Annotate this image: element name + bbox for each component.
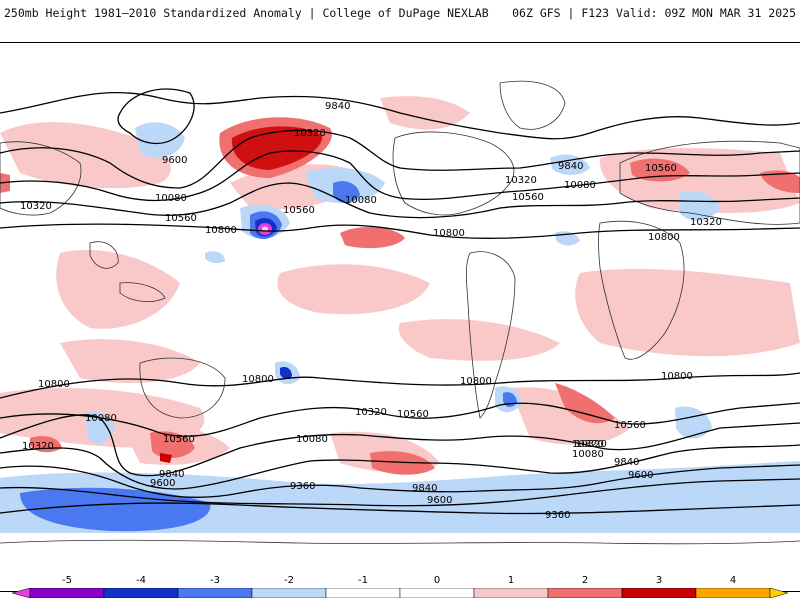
contour-label: 9360 <box>545 510 570 521</box>
contour-label: 10560 <box>283 205 315 216</box>
contour-label: 10800 <box>38 379 70 390</box>
contour-label: 9840 <box>159 469 184 480</box>
colorbar-tick-label: 4 <box>729 575 737 586</box>
colorbar-tick-label: 2 <box>581 575 589 586</box>
contour-label: 10080 <box>564 180 596 191</box>
contour-label: 10320 <box>20 201 52 212</box>
contour-label: 10560 <box>165 213 197 224</box>
contour-label: 10320 <box>505 175 537 186</box>
colorbar-swatch <box>251 588 327 598</box>
contour-label: 9840 <box>325 101 350 112</box>
colorbar-swatch <box>621 588 697 598</box>
colorbar-tick-label: -3 <box>210 575 220 586</box>
contour-label: 10800 <box>661 371 693 382</box>
colorbar-swatch <box>473 588 549 598</box>
colorbar-swatch <box>399 588 475 598</box>
strong-negative-anomaly <box>250 181 517 407</box>
contour-label: 10320 <box>355 407 387 418</box>
contour-label: 10080 <box>345 195 377 206</box>
height-contours <box>0 88 800 515</box>
anomaly-map: 9840 10320 9600 10080 10320 10560 10560 … <box>0 43 800 591</box>
contour-label: 10800 <box>648 232 680 243</box>
colorbar-swatch <box>29 588 105 598</box>
contour-label: 10800 <box>242 374 274 385</box>
contour-label: 10320 <box>572 439 604 450</box>
colorbar-tick-label: -5 <box>62 575 72 586</box>
colorbar-swatch <box>103 588 179 598</box>
contour-label: 10560 <box>645 163 677 174</box>
run-info: 06Z GFS | F123 Valid: 09Z MON MAR 31 202… <box>512 6 796 20</box>
contour-label: 9840 <box>558 161 583 172</box>
map-title: 250mb Height 1981–2010 Standardized Anom… <box>4 6 489 20</box>
coastlines <box>0 80 800 545</box>
contour-label: 9840 <box>614 457 639 468</box>
contour-label: 10080 <box>572 449 604 460</box>
colorbar-tick-label: 1 <box>507 575 515 586</box>
contour-label: 10560 <box>614 420 646 431</box>
contour-label: 10560 <box>163 434 195 445</box>
colorbar-tick-label: 3 <box>655 575 663 586</box>
colorbar-swatch <box>325 588 401 598</box>
contour-label: 9840 <box>412 483 437 494</box>
colorbar-max-arrow <box>769 588 788 598</box>
contour-labels: 9840 10320 9600 10080 10320 10560 10560 … <box>20 101 722 521</box>
contour-label: 10320 <box>294 128 326 139</box>
contour-label: 10080 <box>296 434 328 445</box>
colorbar-swatch <box>177 588 253 598</box>
contour-label: 10800 <box>433 228 465 239</box>
contour-label: 9600 <box>150 478 175 489</box>
contour-label: 10320 <box>22 441 54 452</box>
contour-label: 10320 <box>690 217 722 228</box>
colorbar <box>12 588 788 598</box>
colorbar-tick-label: 0 <box>433 575 441 586</box>
contour-label: 10560 <box>397 409 429 420</box>
contour-label: 9600 <box>427 495 452 506</box>
contour-label: 10320 <box>575 439 607 450</box>
contour-label: 9360 <box>290 481 315 492</box>
colorbar-min-arrow <box>12 588 31 598</box>
contour-label: 10080 <box>85 413 117 424</box>
map-panel: 9840 10320 9600 10080 10320 10560 10560 … <box>0 42 800 592</box>
colorbar-tick-label: -4 <box>136 575 146 586</box>
colorbar-swatch <box>695 588 771 598</box>
contour-label: 9600 <box>162 155 187 166</box>
contour-label: 10800 <box>205 225 237 236</box>
colorbar-tick-label: -1 <box>358 575 368 586</box>
colorbar-swatch <box>547 588 623 598</box>
contour-label: 10080 <box>155 193 187 204</box>
contour-label: 9600 <box>628 470 653 481</box>
contour-label: 10800 <box>460 376 492 387</box>
colorbar-tick-label: -2 <box>284 575 294 586</box>
contour-label: 10560 <box>512 192 544 203</box>
